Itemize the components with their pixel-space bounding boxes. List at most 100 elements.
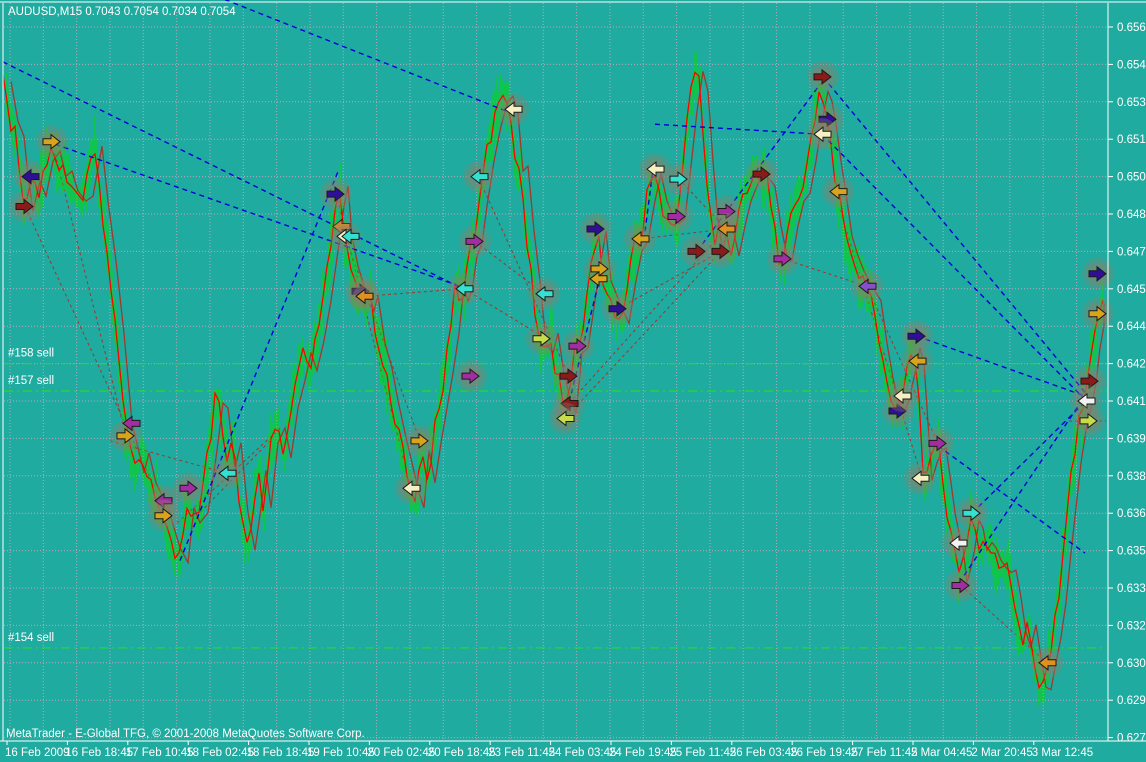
trade-arrow-marker[interactable] bbox=[528, 277, 560, 310]
trade-arrow-marker[interactable] bbox=[332, 218, 351, 235]
trade-arrow-marker[interactable] bbox=[904, 462, 936, 495]
trade-arrow-marker[interactable] bbox=[211, 457, 243, 490]
trade-arrow-marker[interactable] bbox=[710, 213, 742, 245]
trade-arrow-marker[interactable] bbox=[395, 472, 427, 505]
trade-connector[interactable] bbox=[191, 440, 271, 522]
trade-connector[interactable] bbox=[363, 288, 465, 297]
trade-connector[interactable] bbox=[51, 141, 127, 437]
trade-arrow-marker[interactable] bbox=[122, 415, 141, 432]
trade-connector[interactable] bbox=[564, 251, 722, 419]
trade-arrow-marker[interactable] bbox=[901, 345, 933, 378]
arrow-icon bbox=[1038, 654, 1057, 671]
trade-arrow-marker[interactable] bbox=[806, 118, 838, 151]
ma-fast-path[interactable] bbox=[2, 71, 1104, 690]
trendline[interactable] bbox=[2, 61, 464, 290]
trade-arrow-marker[interactable] bbox=[851, 270, 883, 303]
trade-connector[interactable] bbox=[782, 258, 868, 287]
trade-arrow-marker[interactable] bbox=[553, 360, 585, 393]
trade-arrow-marker[interactable] bbox=[36, 125, 68, 158]
trendline[interactable] bbox=[958, 395, 1086, 584]
trendline[interactable] bbox=[696, 83, 821, 252]
trade-arrow-marker[interactable] bbox=[602, 292, 634, 325]
trade-arrow-marker[interactable] bbox=[661, 200, 693, 233]
trade-arrow-marker[interactable] bbox=[589, 270, 608, 287]
trade-arrow-marker[interactable] bbox=[681, 235, 713, 268]
arrow-icon bbox=[568, 338, 587, 355]
trendline[interactable] bbox=[179, 171, 339, 561]
trade-arrow-marker[interactable] bbox=[1082, 257, 1114, 290]
trade-arrow-marker[interactable] bbox=[624, 222, 656, 255]
trade-connector[interactable] bbox=[866, 286, 939, 444]
time-axis-label: 20 Feb 02:45 bbox=[367, 747, 435, 759]
arrow-icon bbox=[470, 168, 489, 185]
trade-arrow-marker[interactable] bbox=[14, 160, 46, 193]
trade-arrow-marker[interactable] bbox=[1074, 365, 1106, 398]
trendline[interactable] bbox=[654, 123, 821, 135]
trade-arrow-marker[interactable] bbox=[1073, 404, 1105, 437]
arrow-icon bbox=[669, 171, 688, 188]
trade-arrow-marker[interactable] bbox=[553, 387, 585, 420]
trade-arrow-marker[interactable] bbox=[807, 60, 839, 93]
trade-arrow-marker[interactable] bbox=[580, 213, 612, 245]
time-axis-label: 26 Feb 03:45 bbox=[730, 747, 798, 759]
trade-arrow-marker[interactable] bbox=[147, 484, 179, 517]
trade-arrow-marker[interactable] bbox=[348, 280, 380, 313]
trade-arrow-marker[interactable] bbox=[922, 427, 954, 460]
trade-arrow-marker[interactable] bbox=[882, 395, 914, 427]
trade-arrow-marker[interactable] bbox=[526, 322, 558, 355]
time-axis-label: 26 Feb 19:45 bbox=[790, 747, 858, 759]
trendline[interactable] bbox=[916, 335, 1086, 397]
trade-arrow-marker[interactable] bbox=[942, 527, 974, 560]
trade-connector[interactable] bbox=[176, 428, 281, 524]
trade-arrow-marker[interactable] bbox=[173, 472, 205, 505]
trade-arrow-marker[interactable] bbox=[448, 272, 480, 305]
trendline[interactable] bbox=[822, 76, 1087, 394]
trade-arrow-marker[interactable] bbox=[463, 160, 495, 193]
trade-arrow-marker[interactable] bbox=[459, 225, 491, 258]
trade-arrow-marker[interactable] bbox=[549, 402, 581, 435]
trade-arrow-marker[interactable] bbox=[639, 153, 671, 186]
trade-arrow-marker[interactable] bbox=[822, 175, 854, 208]
trade-arrow-marker[interactable] bbox=[711, 195, 743, 228]
trade-arrow-marker[interactable] bbox=[320, 178, 352, 211]
trendline[interactable] bbox=[937, 445, 1086, 554]
trade-arrow-marker[interactable] bbox=[341, 228, 360, 245]
trade-arrow-marker[interactable] bbox=[455, 360, 487, 393]
trade-arrow-marker[interactable] bbox=[1031, 646, 1063, 679]
trendline[interactable] bbox=[644, 169, 654, 232]
arrow-icon bbox=[1080, 373, 1099, 390]
time-axis-label: 24 Feb 19:45 bbox=[609, 747, 677, 759]
trade-arrow-marker[interactable] bbox=[886, 380, 918, 412]
trade-arrow-marker[interactable] bbox=[901, 320, 933, 353]
trade-arrow-marker[interactable] bbox=[1070, 385, 1102, 417]
trade-arrow-marker[interactable] bbox=[562, 330, 594, 363]
trade-arrow-marker[interactable] bbox=[956, 497, 988, 530]
trade-arrow-marker[interactable] bbox=[767, 242, 799, 275]
trendline[interactable] bbox=[566, 268, 603, 412]
trade-connector[interactable] bbox=[24, 206, 164, 506]
ma-line-fast bbox=[2, 71, 1104, 690]
trendline[interactable] bbox=[224, 0, 509, 113]
trade-connector[interactable] bbox=[617, 250, 722, 310]
trade-arrow-marker[interactable] bbox=[705, 235, 737, 268]
trade-arrow-marker[interactable] bbox=[497, 93, 529, 126]
arrow-icon bbox=[326, 186, 345, 203]
trade-arrow-marker[interactable] bbox=[404, 424, 436, 457]
trade-arrow-marker[interactable] bbox=[746, 158, 778, 191]
arrow-icon bbox=[962, 505, 981, 522]
time-axis-label: 27 Feb 11:45 bbox=[851, 747, 918, 759]
trade-connector[interactable] bbox=[839, 208, 923, 479]
trade-arrow-marker[interactable] bbox=[812, 103, 844, 136]
trade-arrow-marker[interactable] bbox=[663, 163, 695, 196]
trendline[interactable] bbox=[821, 133, 1085, 399]
trade-arrow-marker[interactable] bbox=[945, 569, 977, 602]
trade-arrow-marker[interactable] bbox=[9, 190, 41, 223]
trade-arrow-marker[interactable] bbox=[1082, 297, 1114, 330]
arrow-icon bbox=[556, 410, 575, 427]
trade-arrow-marker[interactable] bbox=[148, 499, 180, 532]
